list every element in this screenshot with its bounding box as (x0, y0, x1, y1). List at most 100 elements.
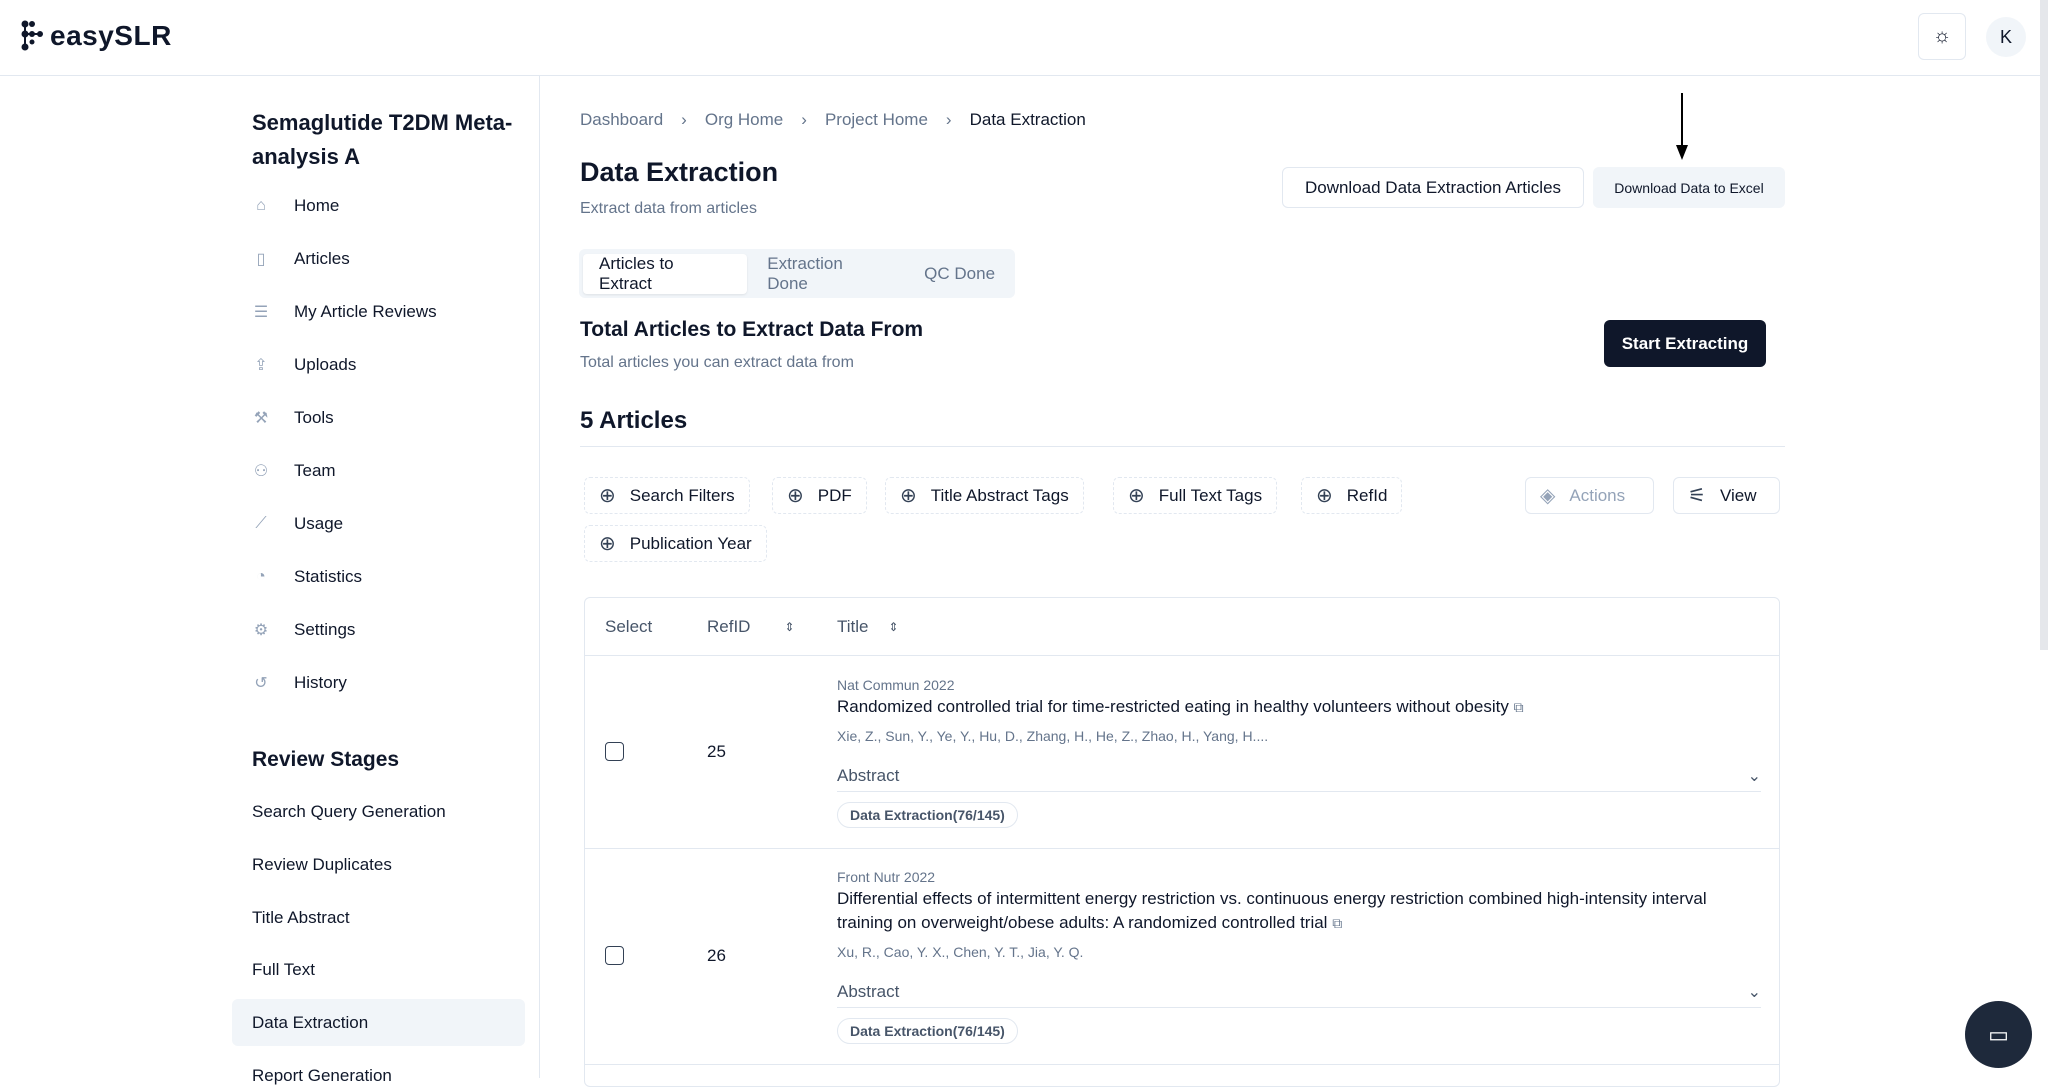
sidebar-item-uploads[interactable]: ⇪ Uploads (252, 350, 356, 380)
row-title-text[interactable]: Randomized controlled trial for time-res… (837, 697, 1509, 716)
tab-extraction-done[interactable]: Extraction Done (767, 253, 843, 293)
breadcrumb: Dashboard › Org Home › Project Home › Data … (580, 110, 1086, 130)
sliders-icon: ⚟ (1688, 485, 1706, 507)
filter-pdf[interactable]: ⊕ PDF (772, 477, 867, 514)
breadcrumb-org-home[interactable]: Org Home (704, 110, 784, 129)
filter-label: Title Abstract Tags (930, 485, 1069, 505)
view-label: View (1719, 485, 1757, 505)
abstract-toggle[interactable]: Abstract ⌄ (837, 766, 1761, 792)
file-icon: ▯ (256, 251, 266, 268)
stage-review-duplicates[interactable]: Review Duplicates (252, 855, 392, 874)
line-chart-icon: ⟋ (255, 515, 267, 532)
copy-icon[interactable]: ⧉ (1513, 699, 1524, 715)
arrow-down-icon (1676, 93, 1688, 160)
chevron-right-icon: › (945, 110, 952, 129)
tab-articles-to-extract[interactable]: Articles to Extract (583, 253, 748, 294)
divider (585, 655, 1779, 656)
logo[interactable]: easySLR (20, 20, 172, 52)
sort-icon[interactable]: ⇕ (784, 620, 795, 634)
sun-icon: ☼ (1932, 25, 1952, 47)
chevron-down-icon: ⌄ (1747, 768, 1761, 785)
articles-table (584, 597, 1780, 1087)
top-header (0, 0, 2048, 76)
sidebar-item-label: Team (294, 461, 336, 480)
tabs: Articles to Extract Extraction Done QC D… (579, 249, 1015, 298)
sidebar-item-settings[interactable]: ⚙ Settings (252, 615, 356, 645)
status-badge: Data Extraction(76/145) (837, 1018, 1018, 1044)
project-title: Semaglutide T2DM Meta-analysis A (252, 110, 513, 169)
filter-label: Publication Year (629, 533, 752, 553)
stage-title-abstract[interactable]: Title Abstract (252, 908, 350, 927)
actions-button[interactable]: ◈ Actions (1525, 477, 1654, 514)
sidebar-item-tools[interactable]: ⚒ Tools (252, 403, 334, 433)
abstract-toggle[interactable]: Abstract ⌄ (837, 982, 1761, 1008)
row-refid: 26 (707, 946, 726, 965)
sidebar-item-team[interactable]: ⚇ Team (252, 456, 336, 486)
sidebar-item-home[interactable]: ⌂ Home (252, 191, 339, 221)
filter-full-text-tags[interactable]: ⊕ Full Text Tags (1113, 477, 1278, 514)
stage-full-text[interactable]: Full Text (252, 960, 315, 979)
sort-icon[interactable]: ⇕ (888, 620, 899, 634)
history-icon: ↺ (254, 675, 268, 692)
sidebar-item-articles[interactable]: ▯ Articles (252, 244, 350, 274)
plus-circle-icon: ⊕ (900, 485, 917, 507)
scrollbar[interactable] (2040, 0, 2048, 650)
start-extracting-button[interactable]: Start Extracting (1604, 320, 1766, 367)
chevron-down-icon: ⌄ (1747, 984, 1761, 1001)
section-title: Total Articles to Extract Data From (580, 318, 924, 341)
sidebar-item-statistics[interactable]: ◔ Statistics (252, 562, 362, 592)
logo-icon (21, 20, 43, 51)
sidebar-item-my-article-reviews[interactable]: ☰ My Article Reviews (252, 297, 437, 327)
sidebar-item-label: Articles (294, 249, 350, 268)
message-icon: ▭ (1988, 1021, 2009, 1047)
logo-text: easySLR (50, 20, 172, 51)
sidebar-item-usage[interactable]: ⟋ Usage (252, 509, 343, 539)
row-title-text[interactable]: Differential effects of intermittent ene… (837, 889, 1707, 932)
active-stage-highlight (232, 999, 525, 1046)
filter-search-filters[interactable]: ⊕ Search Filters (584, 477, 750, 514)
list-check-icon: ☰ (253, 304, 269, 321)
header-label: Select (605, 617, 653, 636)
row-checkbox[interactable] (605, 742, 624, 761)
download-articles-button[interactable]: Download Data Extraction Articles (1282, 167, 1584, 208)
sidebar-item-label: Statistics (294, 567, 363, 586)
chat-button[interactable]: ▭ (1965, 1001, 2032, 1068)
header-select: Select (605, 617, 652, 637)
home-icon: ⌂ (256, 197, 266, 214)
stage-report-generation[interactable]: Report Generation (252, 1066, 392, 1085)
breadcrumb-dashboard[interactable]: Dashboard (580, 110, 664, 129)
header-title[interactable]: Title ⇕ (837, 617, 899, 637)
sidebar-item-label: Home (294, 196, 340, 215)
view-button[interactable]: ⚟ View (1673, 477, 1780, 514)
sidebar-item-label: Tools (294, 408, 334, 427)
sidebar-item-history[interactable]: ↺ History (252, 668, 347, 698)
plus-circle-icon: ⊕ (1128, 485, 1145, 507)
sidebar (0, 76, 540, 1078)
row-refid: 25 (707, 742, 726, 761)
filter-title-abstract-tags[interactable]: ⊕ Title Abstract Tags (885, 477, 1084, 514)
theme-toggle-button[interactable]: ☼ (1918, 13, 1966, 60)
article-count: 5 Articles (580, 407, 688, 434)
stage-search-query-generation[interactable]: Search Query Generation (252, 802, 446, 821)
review-stages-heading: Review Stages (252, 748, 400, 771)
row-title: Differential effects of intermittent ene… (837, 887, 1757, 935)
header-refid[interactable]: RefID ⇕ (707, 617, 795, 637)
actions-label: Actions (1569, 485, 1626, 505)
abstract-label: Abstract (837, 982, 900, 1001)
sidebar-item-label: Usage (294, 514, 344, 533)
filter-refid[interactable]: ⊕ RefId (1301, 477, 1403, 514)
breadcrumb-project-home[interactable]: Project Home (824, 110, 928, 129)
status-badge: Data Extraction(76/145) (837, 802, 1018, 828)
tab-qc-done[interactable]: QC Done (924, 263, 996, 283)
filter-label: Search Filters (629, 485, 735, 505)
download-excel-button[interactable]: Download Data to Excel (1593, 167, 1785, 208)
sidebar-item-label: My Article Reviews (294, 302, 437, 321)
avatar[interactable]: K (1986, 17, 2026, 57)
filter-publication-year[interactable]: ⊕ Publication Year (584, 525, 767, 562)
plus-circle-icon: ⊕ (1316, 485, 1333, 507)
row-title: Randomized controlled trial for time-res… (837, 695, 1837, 719)
stage-data-extraction[interactable]: Data Extraction (252, 1013, 369, 1032)
header-label: RefID (707, 617, 751, 636)
copy-icon[interactable]: ⧉ (1332, 915, 1343, 931)
row-checkbox[interactable] (605, 946, 624, 965)
